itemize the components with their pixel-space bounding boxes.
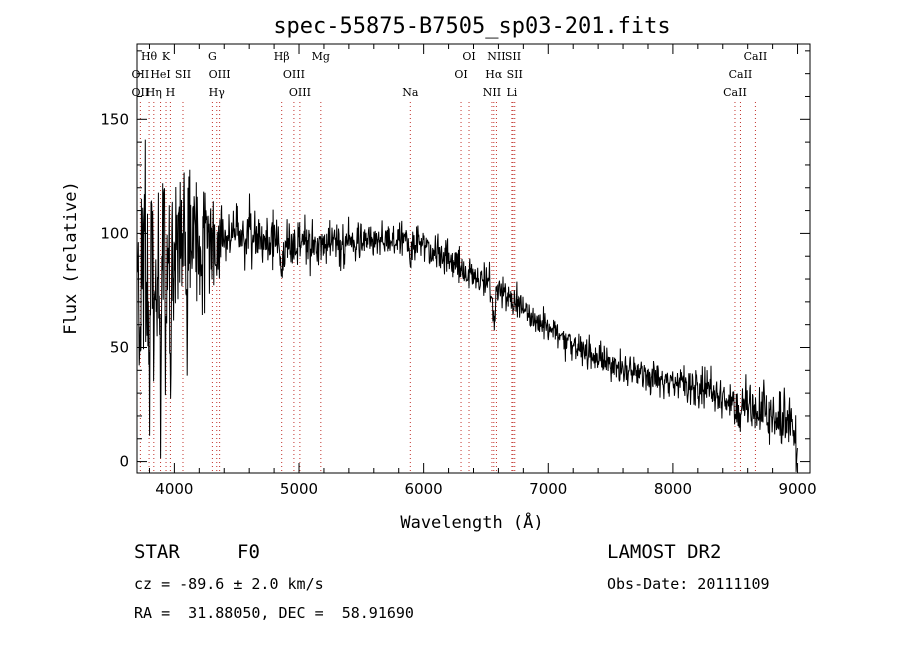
line-marker-label: NII xyxy=(487,50,505,63)
line-marker-label: Mg xyxy=(312,50,330,63)
axis-ticks xyxy=(137,44,810,473)
line-marker-label: OIII xyxy=(209,68,231,81)
line-marker-label: HeI xyxy=(150,68,170,81)
line-marker-label: OIII xyxy=(289,86,311,99)
object-type: STAR xyxy=(134,541,180,563)
coordinates: RA = 31.88050, DEC = 58.91690 xyxy=(134,604,414,622)
y-tick-label: 100 xyxy=(100,224,129,242)
line-marker-label: CaII xyxy=(729,68,753,81)
line-marker-label: Hβ xyxy=(274,50,290,63)
line-marker-label: CaII xyxy=(744,50,768,63)
chart-title: spec-55875-B7505_sp03-201.fits xyxy=(273,14,670,39)
spectrum-line xyxy=(136,139,798,472)
line-marker-label: K xyxy=(162,50,171,63)
redshift-value: cz = -89.6 ± 2.0 km/s xyxy=(134,575,324,593)
observation-date: Obs-Date: 20111109 xyxy=(607,575,770,593)
line-marker-label: SII xyxy=(505,50,521,63)
x-tick-label: 5000 xyxy=(280,480,318,498)
line-marker-label: Hα xyxy=(485,68,503,81)
line-marker-label: Hη xyxy=(146,86,162,99)
survey-name: LAMOST DR2 xyxy=(607,541,722,563)
y-axis-label: Flux (relative) xyxy=(61,181,81,335)
line-marker-guides xyxy=(139,102,756,473)
y-tick-label: 150 xyxy=(100,110,129,128)
line-marker-label: H xyxy=(166,86,176,99)
x-tick-label: 6000 xyxy=(405,480,443,498)
plot-frame xyxy=(136,43,811,474)
line-marker-label: OII xyxy=(132,86,150,99)
y-tick-label: 50 xyxy=(110,338,129,356)
axis-tick-labels: 4000 5000 6000 7000 8000 9000 0 50 100 150 xyxy=(100,110,816,498)
line-marker-label: G xyxy=(208,50,217,63)
line-marker-label: NII xyxy=(483,86,501,99)
x-tick-label: 4000 xyxy=(155,480,193,498)
line-marker-label: Na xyxy=(402,86,419,99)
spectral-subclass: F0 xyxy=(237,541,260,563)
line-marker-label: SII xyxy=(507,68,523,81)
line-marker-label: Li xyxy=(506,86,517,99)
line-marker-label: OI xyxy=(462,50,475,63)
x-tick-label: 8000 xyxy=(654,480,692,498)
x-tick-label: 9000 xyxy=(778,480,816,498)
line-marker-label: Hγ xyxy=(209,86,226,99)
line-marker-label: SII xyxy=(175,68,191,81)
line-marker-label: OII xyxy=(132,68,150,81)
x-tick-label: 7000 xyxy=(529,480,567,498)
x-axis-label: Wavelength (Å) xyxy=(400,511,543,533)
line-marker-label: OI xyxy=(454,68,467,81)
line-marker-label: OIII xyxy=(283,68,305,81)
line-marker-label: Hθ xyxy=(141,50,158,63)
y-tick-label: 0 xyxy=(119,453,129,471)
line-marker-label: CaII xyxy=(723,86,747,99)
